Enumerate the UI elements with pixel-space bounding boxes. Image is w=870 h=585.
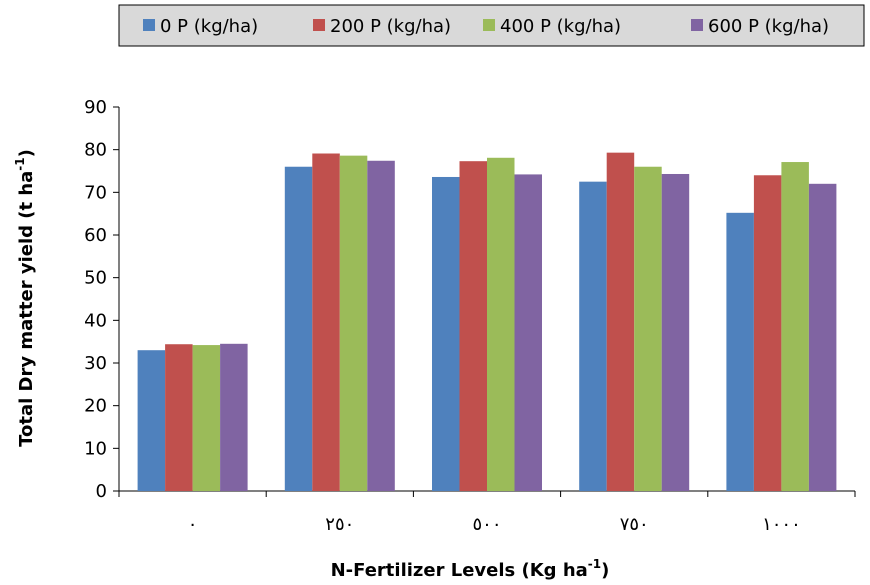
bar <box>661 173 690 491</box>
legend-label: 400 P (kg/ha) <box>500 16 621 37</box>
y-tick-label: 30 <box>84 353 107 374</box>
legend-swatch <box>313 19 325 31</box>
y-tick-label: 20 <box>84 396 107 417</box>
y-axis: 0 10 20 30 40 50 60 70 80 90 <box>84 97 120 502</box>
x-category-label: ٢٥٠ <box>325 514 354 535</box>
legend-label: 200 P (kg/ha) <box>330 16 451 37</box>
y-tick-label: 60 <box>84 225 107 246</box>
y-tick-label: 80 <box>84 140 107 161</box>
bars <box>137 152 837 492</box>
x-category-label: ٧٥٠ <box>620 514 649 535</box>
bar <box>514 174 542 491</box>
bar <box>137 350 166 491</box>
x-axis-title: N-Fertilizer Levels (Kg ha-1) <box>331 557 610 581</box>
bar <box>753 175 782 491</box>
bar <box>459 161 487 492</box>
bar <box>487 157 515 492</box>
legend-label: 0 P (kg/ha) <box>160 16 258 37</box>
x-category-labels: ٠ ٢٥٠ ٥٠٠ ٧٥٠ ١٠٠٠ <box>188 514 801 535</box>
bar <box>432 176 460 491</box>
bar <box>339 155 368 491</box>
bar <box>606 152 635 492</box>
y-tick-label: 40 <box>84 310 107 331</box>
y-tick-label: 90 <box>84 97 107 118</box>
y-tick-label: 10 <box>84 438 107 459</box>
legend-swatch <box>143 19 155 31</box>
x-category-label: ١٠٠٠ <box>762 514 801 535</box>
x-axis <box>118 490 856 497</box>
bar <box>634 166 662 491</box>
bar <box>192 345 221 491</box>
legend-label: 600 P (kg/ha) <box>708 16 829 37</box>
bar <box>367 160 395 491</box>
legend-swatch <box>483 19 495 31</box>
y-tick-label: 50 <box>84 268 107 289</box>
legend-swatch <box>691 19 703 31</box>
bar <box>284 166 313 491</box>
bar <box>312 153 340 492</box>
bar <box>165 344 193 491</box>
bar <box>781 162 809 492</box>
bar <box>726 212 754 491</box>
x-category-label: ٥٠٠ <box>472 514 501 535</box>
bar <box>808 183 837 492</box>
bar <box>220 343 248 491</box>
y-tick-label: 70 <box>84 182 107 203</box>
x-category-label: ٠ <box>188 514 198 535</box>
y-axis-title: Total Dry matter yield (t ha-1) <box>13 149 37 447</box>
legend: 0 P (kg/ha) 200 P (kg/ha) 400 P (kg/ha) 600… <box>118 4 865 47</box>
y-tick-label: 0 <box>96 481 107 502</box>
bar <box>579 181 607 491</box>
